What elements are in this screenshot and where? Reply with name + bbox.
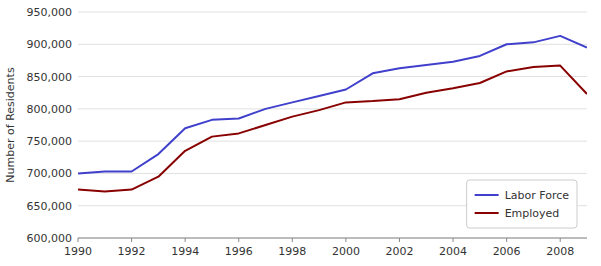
y-tick-label: 900,000 (27, 38, 73, 51)
y-tick-label: 950,000 (27, 6, 73, 19)
x-tick-label: 2002 (385, 245, 413, 258)
x-tick (238, 238, 239, 242)
legend-box (467, 180, 577, 228)
x-tick (453, 238, 454, 242)
x-tick-label: 1994 (171, 245, 199, 258)
y-tick-label: 700,000 (27, 167, 73, 180)
x-tick-label: 2004 (439, 245, 467, 258)
grid-line (78, 12, 587, 13)
x-tick-label: 1992 (118, 245, 146, 258)
series-line (78, 36, 587, 174)
x-tick (131, 238, 132, 242)
legend-swatch (475, 194, 499, 196)
series-line (78, 66, 587, 192)
y-axis-label: Number of Residents (4, 67, 17, 183)
x-tick (399, 238, 400, 242)
grid-line (78, 238, 587, 239)
grid-line (78, 76, 587, 77)
x-tick (560, 238, 561, 242)
grid-line (78, 108, 587, 109)
x-tick-label: 2006 (493, 245, 521, 258)
x-tick (185, 238, 186, 242)
y-tick-label: 600,000 (27, 232, 73, 245)
grid-line (78, 173, 587, 174)
legend-label: Labor Force (505, 189, 570, 202)
x-tick (506, 238, 507, 242)
legend-swatch (475, 212, 499, 214)
legend-label: Employed (505, 207, 560, 220)
chart: 600,000 650,000 700,000 750,000 800,000 850,0… (0, 0, 601, 266)
x-tick-label: 1990 (64, 245, 92, 258)
x-tick-label: 1996 (225, 245, 253, 258)
x-tick-label: 2008 (546, 245, 574, 258)
grid (78, 12, 587, 238)
x-tick (78, 238, 79, 242)
x-tick-label: 1998 (278, 245, 306, 258)
grid-line (78, 141, 587, 142)
lines (78, 36, 587, 192)
y-tick-label: 750,000 (27, 135, 73, 148)
y-tick-label: 800,000 (27, 103, 73, 116)
legend: Labor Force Employed (467, 180, 577, 228)
x-tick-label: 2000 (332, 245, 360, 258)
y-tick-label: 650,000 (27, 200, 73, 213)
x-axis-line (78, 238, 587, 239)
y-tick-label: 850,000 (27, 71, 73, 84)
x-tick (292, 238, 293, 242)
x-tick (345, 238, 346, 242)
